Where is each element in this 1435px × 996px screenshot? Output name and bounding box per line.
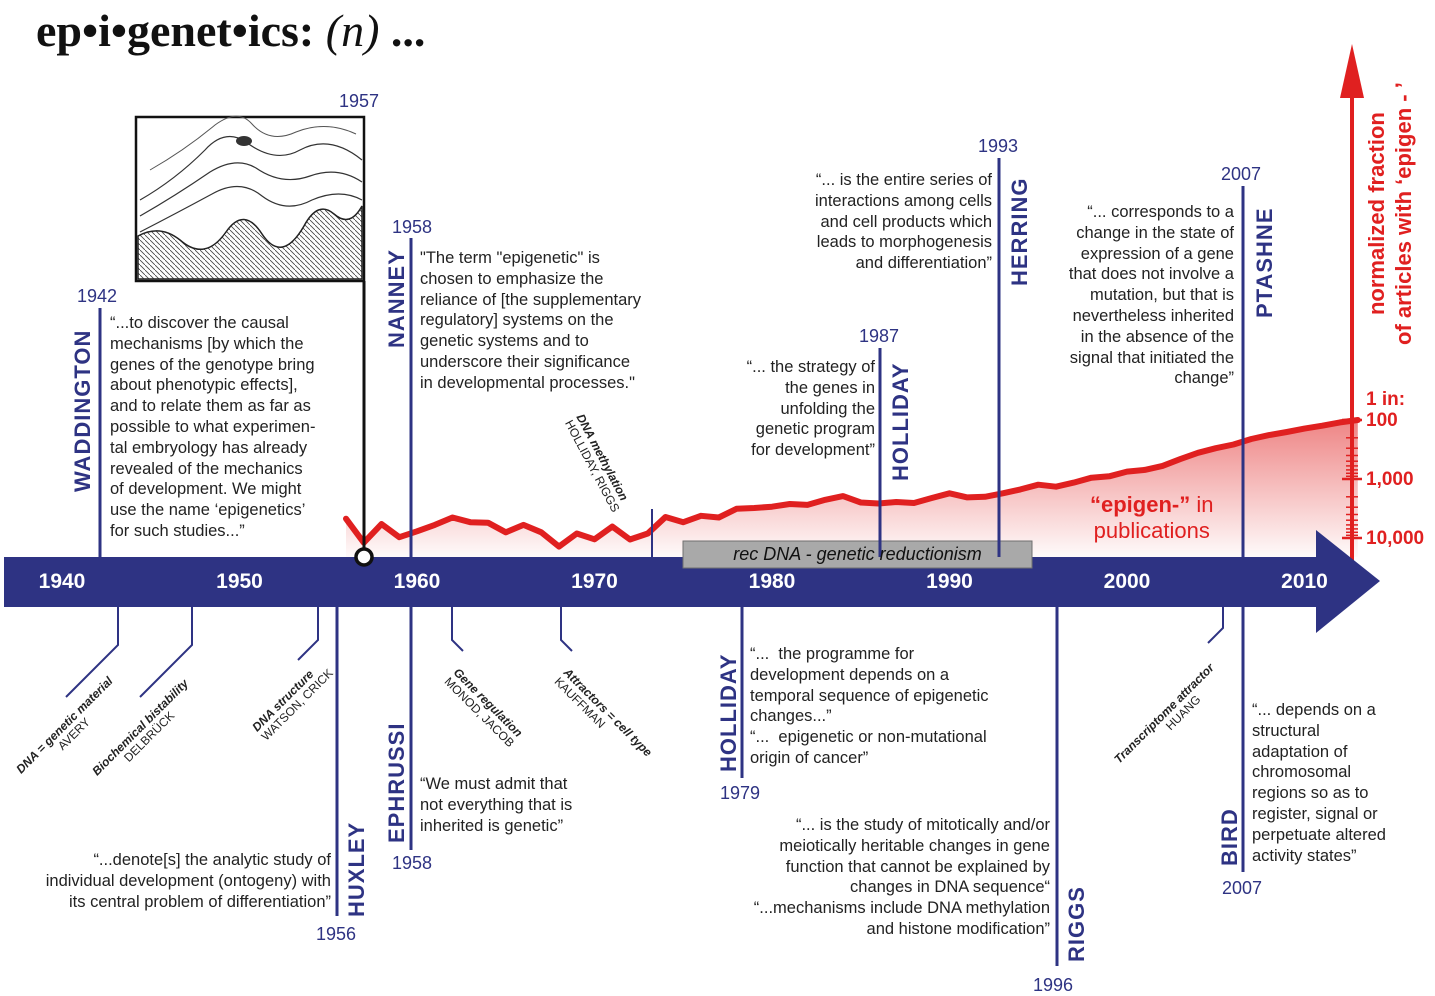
quote-holliday-1987: “... the strategy of the genes in unfold… (746, 358, 875, 460)
quote-bird: “... depends on a structural adaptation … (1252, 701, 1386, 865)
log-axis-title: normalized fraction of articles with ‘ep… (1363, 82, 1417, 345)
year-2007-bird: 2007 (1222, 878, 1263, 898)
connector-huang (1207, 607, 1224, 644)
quote-ptashne: “... corresponds to a change in the stat… (1068, 203, 1234, 388)
year-1956: 1956 (316, 924, 357, 944)
title-part-of-speech: (n) (325, 5, 380, 56)
year-2007-ptashne: 2007 (1221, 164, 1262, 184)
decade-label: 1990 (926, 570, 973, 593)
connector-avery (65, 607, 119, 698)
name-huxley: HUXLEY (344, 821, 369, 917)
landscape-figure (134, 115, 374, 567)
axis-arrow-up-icon (1340, 44, 1364, 98)
quote-huxley: “...denote[s] the analytic study of indi… (45, 851, 331, 911)
year-1996: 1996 (1033, 975, 1074, 995)
log-tick-1000: 1,000 (1366, 469, 1414, 490)
publications-label: “epigen-” in publications (1090, 492, 1213, 544)
title-word: ep•i•genet•ics: (36, 5, 315, 56)
connector-watson-crick (297, 607, 319, 661)
year-1979: 1979 (720, 783, 761, 803)
quote-herring: “... is the entire series of interaction… (814, 171, 992, 273)
log-tick-100: 100 (1366, 410, 1398, 431)
rec-dna-box (682, 540, 1033, 569)
landscape-pin-icon (354, 547, 374, 567)
publications-label-bold: “epigen-” (1090, 492, 1191, 517)
publication-curve-line (343, 417, 1361, 550)
publication-curve-area (346, 420, 1358, 557)
epigenetic-landscape-icon (137, 115, 363, 280)
log-axis-title-line1: normalized fraction (1364, 112, 1389, 316)
connector-monod-jacob (451, 607, 464, 652)
timeline-bar (4, 530, 1380, 633)
quote-ephrussi: “We must admit that not everything that … (420, 775, 573, 835)
log-axis-title-line2: of articles with ‘epigen - ’ (1391, 82, 1416, 345)
quote-nanney: "The term "epigenetic" is chosen to emph… (420, 249, 642, 392)
decade-label: 1950 (216, 570, 263, 593)
publications-label-word: publications (1093, 518, 1210, 543)
name-riggs: RIGGS (1064, 886, 1089, 962)
name-ptashne: PTASHNE (1252, 207, 1277, 319)
title-ellipsis: ... (390, 5, 426, 56)
name-nanney: NANNEY (384, 249, 409, 348)
year-1958-ephrussi: 1958 (392, 853, 433, 873)
name-waddington: WADDINGTON (70, 329, 95, 492)
decade-label: 1940 (38, 570, 86, 593)
name-bird: BIRD (1217, 808, 1242, 866)
connector-delbruck (139, 607, 193, 698)
decade-label: 1970 (571, 570, 618, 593)
year-1957: 1957 (339, 91, 380, 111)
log-axis (1340, 44, 1364, 572)
name-ephrussi: EPHRUSSI (384, 722, 409, 843)
decade-label: 1980 (748, 570, 796, 593)
quote-holliday-1979: “... the programme for development depen… (750, 645, 989, 767)
decade-label: 2000 (1103, 570, 1151, 593)
year-1958-nanney: 1958 (392, 217, 433, 237)
publications-label-in: in (1190, 492, 1214, 517)
year-1993: 1993 (978, 136, 1019, 156)
name-herring: HERRING (1007, 177, 1032, 286)
event-connectors (65, 607, 1224, 698)
name-holliday-1987: HOLLIDAY (888, 362, 913, 481)
year-1987: 1987 (859, 326, 900, 346)
upper-markers (98, 158, 1245, 557)
decade-label: 1960 (393, 570, 441, 593)
log-tick-10000: 10,000 (1366, 528, 1425, 549)
page-title: ep•i•genet•ics: (n) ... (36, 4, 425, 57)
name-holliday-1979: HOLLIDAY (716, 653, 741, 772)
log-tick-prefix: 1 in: (1366, 389, 1406, 410)
log-axis-ticks (1342, 418, 1362, 540)
connector-kauffman (560, 607, 573, 652)
quote-riggs: “... is the study of mitotically and/or … (753, 816, 1050, 938)
year-1942: 1942 (77, 286, 118, 306)
decade-label: 2010 (1281, 570, 1328, 593)
quote-waddington: “...to discover the causal mechanisms [b… (110, 314, 316, 540)
timeline-arrow-icon (1316, 530, 1380, 633)
lower-markers (335, 607, 1245, 966)
rec-dna-label: rec DNA - genetic reductionism (733, 544, 982, 564)
